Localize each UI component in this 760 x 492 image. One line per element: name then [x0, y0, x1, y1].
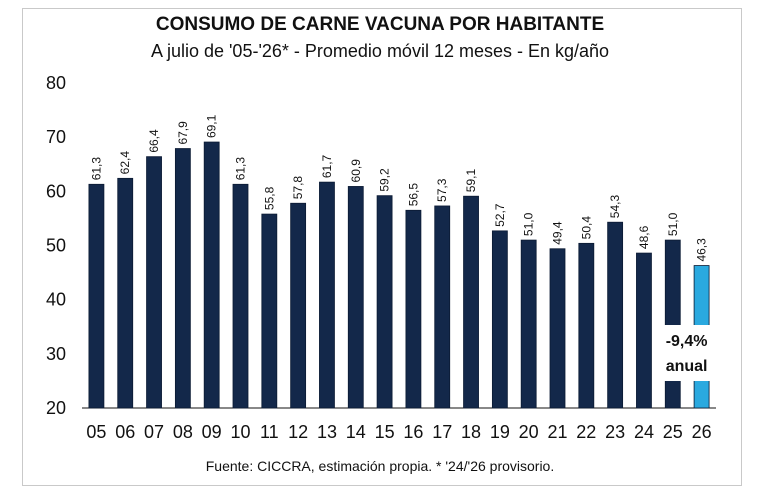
value-label: 61,7	[320, 154, 334, 178]
chart-subtitle: A julio de '05-'26* - Promedio móvil 12 …	[150, 41, 610, 61]
bar	[88, 183, 105, 409]
annotation-background	[661, 325, 712, 381]
x-tick-label: 21	[547, 422, 567, 442]
value-label: 57,8	[291, 176, 305, 200]
bar	[146, 156, 162, 409]
x-tick-label: 18	[461, 422, 481, 442]
value-label: 50,4	[579, 216, 593, 240]
bar	[117, 177, 134, 409]
chart-title: CONSUMO DE CARNE VACUNA POR HABITANTE	[155, 14, 605, 35]
y-tick-label: 70	[46, 127, 66, 147]
bar	[405, 209, 422, 409]
value-label: 61,3	[234, 157, 248, 181]
bar	[261, 213, 278, 409]
x-tick-label: 17	[432, 422, 452, 442]
value-label: 52,7	[493, 203, 507, 227]
x-tick-label: 24	[634, 422, 654, 442]
bar	[319, 181, 335, 409]
value-label: 61,3	[89, 157, 103, 181]
y-tick-label: 50	[46, 236, 66, 256]
value-label: 60,9	[349, 159, 363, 183]
bar	[664, 239, 681, 409]
y-tick-label: 20	[46, 398, 66, 418]
x-tick-label: 11	[260, 422, 279, 442]
value-label: 51,0	[522, 212, 536, 236]
bar	[491, 230, 508, 409]
bar	[520, 239, 537, 409]
x-tick-label: 14	[346, 422, 366, 442]
x-tick-label: 05	[86, 422, 106, 442]
bar	[347, 186, 364, 409]
y-tick-label: 80	[46, 73, 66, 93]
x-tick-label: 09	[202, 422, 222, 442]
bar	[174, 148, 191, 409]
x-tick-label: 22	[576, 422, 596, 442]
x-tick-label: 15	[375, 422, 395, 442]
value-label: 62,4	[118, 151, 132, 175]
bar	[376, 195, 393, 409]
value-label: 67,9	[176, 121, 190, 145]
x-tick-label: 13	[317, 422, 337, 442]
y-tick-label: 40	[46, 290, 66, 310]
bar	[290, 202, 307, 409]
value-label: 48,6	[637, 225, 651, 249]
x-tick-label: 08	[173, 422, 193, 442]
x-tick-label: 23	[605, 422, 625, 442]
y-tick-label: 60	[46, 181, 66, 201]
x-tick-label: 06	[115, 422, 135, 442]
bar	[203, 141, 220, 409]
x-tick-label: 07	[144, 422, 164, 442]
bar	[607, 221, 624, 409]
x-tick-label: 25	[663, 422, 683, 442]
bar	[463, 195, 479, 409]
x-tick-label: 10	[230, 422, 250, 442]
x-tick-label: 26	[692, 422, 712, 442]
value-label: 69,1	[205, 114, 219, 138]
annotation-line1: -9,4%	[666, 333, 708, 350]
value-label: 49,4	[551, 221, 565, 245]
x-tick-label: 19	[490, 422, 510, 442]
x-tick-label: 16	[403, 422, 423, 442]
value-label: 54,3	[608, 195, 622, 219]
x-tick-label: 12	[288, 422, 308, 442]
annotation-line2: anual	[666, 358, 708, 375]
value-label: 57,3	[435, 178, 449, 202]
y-tick-label: 30	[46, 344, 66, 364]
value-label: 56,5	[406, 183, 420, 207]
value-label: 66,4	[147, 129, 161, 153]
bar	[434, 205, 451, 409]
value-label: 55,8	[262, 186, 276, 210]
bar	[549, 248, 566, 409]
bar	[578, 242, 595, 409]
value-label: 59,1	[464, 169, 478, 193]
bar	[232, 183, 249, 409]
source-note: Fuente: CICCRA, estimación propia. * '24…	[205, 458, 555, 474]
x-tick-label: 20	[519, 422, 539, 442]
value-label: 59,2	[378, 168, 392, 192]
value-label: 51,0	[666, 212, 680, 236]
value-label: 46,3	[695, 238, 709, 262]
bar	[636, 252, 652, 409]
